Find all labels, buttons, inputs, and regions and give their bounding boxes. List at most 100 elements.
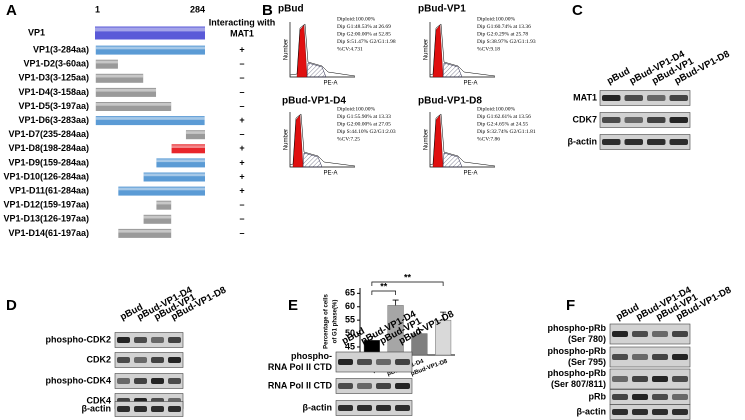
blot-band — [168, 406, 181, 412]
blot-band — [117, 378, 130, 384]
construct-label: VP1-D5(3-197aa) — [18, 101, 89, 111]
interaction-sign: + — [239, 185, 244, 195]
y-tick-label: 60 — [345, 301, 355, 311]
blot-band — [672, 394, 688, 400]
significance: ** — [380, 281, 388, 291]
stat-line: %CV:4.731 — [337, 46, 363, 52]
panel-letter: F — [566, 297, 575, 314]
stat-line: Dip G1:55.90% at 13.33 — [337, 114, 391, 120]
bar-highlight — [118, 230, 171, 233]
blot-band — [602, 117, 621, 123]
bar-highlight — [96, 75, 143, 78]
axis-label: PE-A — [463, 171, 477, 177]
stat-line: Dip G2:00.00% at 27.05 — [337, 121, 391, 127]
interaction-sign: – — [239, 59, 244, 69]
construct-label: VP1-D10(126-284aa) — [3, 171, 89, 181]
interaction-sign: – — [239, 214, 244, 224]
bar-highlight — [156, 202, 171, 205]
construct-label: VP1-D8(198-284aa) — [8, 143, 89, 153]
column-header: MAT1 — [230, 28, 254, 38]
stat-line: Diploid:100.00% — [477, 16, 515, 22]
blot-row-label: β-actin — [303, 402, 333, 412]
stat-line: Dip G2:0.29% at 25.78 — [477, 31, 528, 37]
blot-band — [652, 331, 668, 337]
panel-letter: E — [288, 297, 298, 314]
stat-line: %CV:9.18 — [477, 46, 500, 52]
blot-band — [134, 406, 147, 412]
blot-row-label: β-actin — [568, 136, 598, 146]
interaction-sign: – — [239, 200, 244, 210]
blot-band — [625, 139, 644, 145]
construct-label: VP1-D12(159-197aa) — [3, 200, 89, 210]
interaction-sign: – — [239, 73, 244, 83]
scale-end: 284 — [190, 4, 205, 14]
bar-highlight — [144, 174, 205, 177]
interaction-sign: + — [239, 143, 244, 153]
stat-line: Dip S:32.74% G2/G1:1.81 — [477, 129, 536, 135]
y-axis-label: of G1 phase(%) — [333, 300, 339, 344]
blot-band — [134, 337, 147, 343]
blot-band — [672, 354, 688, 360]
blot-band — [625, 117, 644, 123]
stat-line: Diploid:100.00% — [337, 106, 375, 112]
blot-band — [151, 357, 164, 363]
error-bar — [393, 300, 399, 305]
construct-label: VP1-D11(61-284aa) — [9, 185, 89, 195]
column-header: Interacting with — [209, 17, 276, 27]
blot-row-label: (Ser 795) — [568, 357, 606, 367]
bar-highlight — [144, 216, 172, 219]
bar-highlight — [118, 188, 205, 191]
interaction-sign: + — [239, 157, 244, 167]
construct-label: VP1 — [28, 27, 45, 37]
blot-band — [357, 405, 372, 411]
panel-letter: A — [6, 2, 17, 19]
plot-title: pBud-VP1-D8 — [418, 96, 482, 107]
interaction-sign: – — [239, 129, 244, 139]
construct-label: VP1(3-284aa) — [33, 44, 89, 54]
interaction-sign: – — [239, 101, 244, 111]
blot-band — [376, 383, 391, 389]
construct-label: VP1-D2(3-60aa) — [23, 59, 89, 69]
significance-bracket — [372, 291, 396, 295]
blot-band — [632, 331, 648, 337]
blot-band — [612, 331, 628, 337]
y-tick-label: 55 — [345, 315, 355, 325]
stat-line: Diploid:100.00% — [337, 16, 375, 22]
bar-highlight — [95, 28, 205, 32]
axis-label: PE-A — [323, 81, 337, 87]
plot-title: pBud-VP1 — [418, 4, 466, 15]
stat-line: Dip G1:62.61% at 13.56 — [477, 114, 531, 120]
construct-label: VP1-D13(126-197aa) — [3, 214, 89, 224]
blot-band — [612, 394, 628, 400]
blot-row-label: phospho-CDK4 — [46, 375, 112, 385]
blot-row-label: CDK7 — [572, 114, 597, 124]
blot-row-label: (Ser 807/811) — [551, 379, 606, 389]
blot-row-label: (Ser 780) — [568, 334, 606, 344]
blot-band — [357, 359, 372, 365]
blot-band — [395, 383, 410, 389]
blot-band — [338, 359, 353, 365]
blot-band — [647, 139, 666, 145]
construct-label: VP1-D6(3-283aa) — [18, 115, 89, 125]
blot-band — [632, 376, 648, 382]
construct-label: VP1-D14(61-197aa) — [8, 228, 89, 238]
axis-label: PE-A — [463, 81, 477, 87]
bar-highlight — [96, 117, 205, 120]
blot-band — [672, 376, 688, 382]
blot-row-label: RNA Pol II CTD — [268, 362, 333, 372]
stat-line: Dip S:44.10% G2/G1:2.03 — [337, 129, 396, 135]
construct-label: VP1-D4(3-158aa) — [18, 87, 89, 97]
blot-band — [612, 376, 628, 382]
blot-band — [652, 376, 668, 382]
blot-row-label: MAT1 — [573, 92, 597, 102]
interaction-sign: + — [239, 115, 244, 125]
blot-band — [625, 95, 644, 101]
stat-line: %CV:7.86 — [477, 136, 500, 142]
blot-band — [612, 409, 628, 415]
blot-band — [395, 359, 410, 365]
y-tick-label: 65 — [345, 288, 355, 298]
interaction-sign: + — [239, 171, 244, 181]
blot-band — [357, 383, 372, 389]
scale-start: 1 — [95, 4, 100, 14]
